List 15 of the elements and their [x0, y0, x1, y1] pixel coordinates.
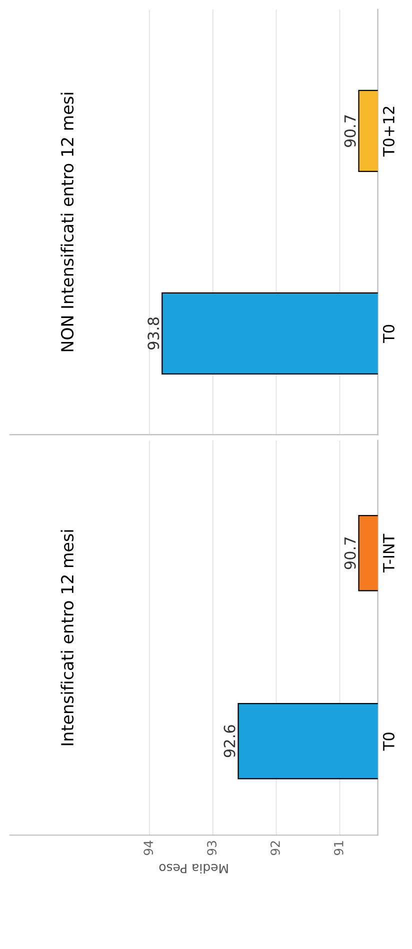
y-tick-label: T0	[382, 732, 394, 751]
data-label: 90.7	[344, 537, 356, 570]
text: NON Intensificati entro 12 mesi	[60, 92, 74, 352]
text: Intensificati entro 12 mesi	[60, 530, 74, 746]
x-axis-title: Media Peso	[159, 864, 228, 874]
data-label: 92.6	[224, 725, 236, 758]
y-tick-label: T0+12	[382, 106, 394, 157]
x-tick-label: 93	[207, 840, 217, 856]
x-tick-label: 94	[144, 840, 154, 856]
data-label: 90.7	[344, 115, 356, 148]
x-tick-label: 91	[334, 841, 344, 856]
x-tick-label: 92	[270, 841, 280, 856]
data-label: 93.8	[148, 317, 160, 350]
y-tick-label: T0	[382, 324, 394, 343]
y-tick-label: T-INT	[383, 534, 394, 573]
